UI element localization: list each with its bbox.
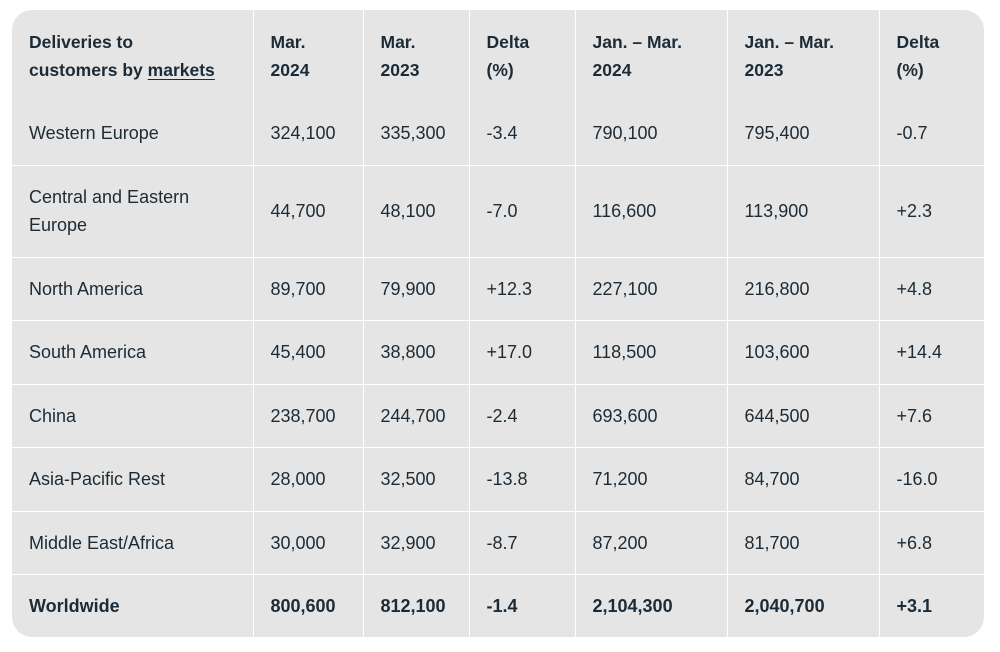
deliveries-table-card: Deliveries to customers by markets Mar. … [12,10,984,637]
delta-ytd-cell: -16.0 [879,447,984,512]
market-cell: North America [12,257,254,321]
table-row: China 238,700 244,700 -2.4 693,600 644,5… [12,384,984,448]
mar-2024-cell: 44,700 [253,165,364,258]
header-row: Deliveries to customers by markets Mar. … [12,10,984,101]
header-mar-2023-line1: Mar. [380,31,416,52]
ytd-2023-cell: 103,600 [727,320,880,385]
mar-2023-cell: 79,900 [363,257,470,321]
header-mar-2023: Mar. 2023 [363,10,470,101]
ytd-2023-cell: 81,700 [727,511,880,575]
market-cell: Western Europe [12,101,254,166]
header-ytd-2024: Jan. – Mar. 2024 [575,10,728,101]
ytd-2023-cell: 84,700 [727,447,880,512]
delta-month-cell: -13.8 [469,447,576,512]
mar-2023-cell: 38,800 [363,320,470,385]
mar-2024-cell: 800,600 [253,574,364,637]
mar-2023-cell: 48,100 [363,165,470,258]
market-cell: Middle East/Africa [12,511,254,575]
ytd-2024-cell: 693,600 [575,384,728,448]
header-mar-2024: Mar. 2024 [253,10,364,101]
ytd-2023-cell: 644,500 [727,384,880,448]
ytd-2024-cell: 227,100 [575,257,728,321]
delta-month-cell: +12.3 [469,257,576,321]
header-market: Deliveries to customers by markets [12,10,254,101]
header-mar-2024-line1: Mar. [270,31,306,52]
mar-2024-cell: 28,000 [253,447,364,512]
table-row: Middle East/Africa 30,000 32,900 -8.7 87… [12,511,984,575]
delta-month-cell: +17.0 [469,320,576,385]
header-delta-month: Delta (%) [469,10,576,101]
header-market-prefix: customers by [29,59,148,80]
mar-2023-cell: 335,300 [363,101,470,166]
mar-2024-cell: 89,700 [253,257,364,321]
market-cell: Worldwide [12,574,254,637]
header-mar-2023-line2: 2023 [380,59,420,80]
markets-link[interactable]: markets [147,59,215,80]
header-delta-ytd-line2: (%) [896,59,924,80]
delta-ytd-cell: +6.8 [879,511,984,575]
delta-month-cell: -1.4 [469,574,576,637]
market-cell: South America [12,320,254,385]
ytd-2024-cell: 118,500 [575,320,728,385]
ytd-2024-cell: 87,200 [575,511,728,575]
mar-2024-cell: 238,700 [253,384,364,448]
market-cell: China [12,384,254,448]
delta-ytd-cell: +7.6 [879,384,984,448]
table-row: South America 45,400 38,800 +17.0 118,50… [12,320,984,385]
ytd-2023-cell: 216,800 [727,257,880,321]
ytd-2024-cell: 71,200 [575,447,728,512]
table-row: Western Europe 324,100 335,300 -3.4 790,… [12,101,984,166]
deliveries-table: Deliveries to customers by markets Mar. … [12,10,984,637]
header-ytd-2023-line1: Jan. – Mar. [744,31,835,52]
header-delta-month-line2: (%) [486,59,514,80]
delta-month-cell: -2.4 [469,384,576,448]
mar-2023-cell: 32,900 [363,511,470,575]
header-ytd-2024-line1: Jan. – Mar. [592,31,683,52]
ytd-2024-cell: 2,104,300 [575,574,728,637]
header-ytd-2023-line2: 2023 [744,59,784,80]
header-market-line1: Deliveries to [29,31,134,52]
ytd-2023-cell: 113,900 [727,165,880,258]
header-delta-month-line1: Delta [486,31,530,52]
ytd-2024-cell: 116,600 [575,165,728,258]
delta-ytd-cell: +3.1 [896,595,933,616]
ytd-2023-cell: 795,400 [727,101,880,166]
mar-2023-cell: 244,700 [363,384,470,448]
table-row: Central and Eastern Europe 44,700 48,100… [12,165,984,258]
market-cell: Central and Eastern Europe [12,165,254,258]
mar-2024-cell: 45,400 [253,320,364,385]
header-delta-ytd-line1: Delta [896,31,940,52]
header-market-line2: customers by markets [29,56,237,84]
mar-2024-cell: 324,100 [253,101,364,166]
table-row: Asia-Pacific Rest 28,000 32,500 -13.8 71… [12,447,984,512]
mar-2023-cell: 812,100 [363,574,470,637]
ytd-2023-cell: 2,040,700 [727,574,880,637]
header-ytd-2023: Jan. – Mar. 2023 [727,10,880,101]
header-ytd-2024-line2: 2024 [592,59,632,80]
mar-2023-cell: 32,500 [363,447,470,512]
delta-ytd-cell: -0.7 [879,101,984,166]
market-cell: Asia-Pacific Rest [12,447,254,512]
table-row: North America 89,700 79,900 +12.3 227,10… [12,257,984,321]
delta-month-cell: -3.4 [469,101,576,166]
mar-2024-cell: 30,000 [253,511,364,575]
delta-ytd-cell: +4.8 [879,257,984,321]
ytd-2024-cell: 790,100 [575,101,728,166]
delta-month-cell: -7.0 [469,165,576,258]
delta-ytd-cell: +2.3 [879,165,984,258]
total-row: Worldwide 800,600 812,100 -1.4 2,104,300… [12,574,984,637]
header-delta-ytd: Delta (%) [879,10,984,101]
delta-ytd-cell: +14.4 [879,320,984,385]
header-mar-2024-line2: 2024 [270,59,310,80]
delta-month-cell: -8.7 [469,511,576,575]
